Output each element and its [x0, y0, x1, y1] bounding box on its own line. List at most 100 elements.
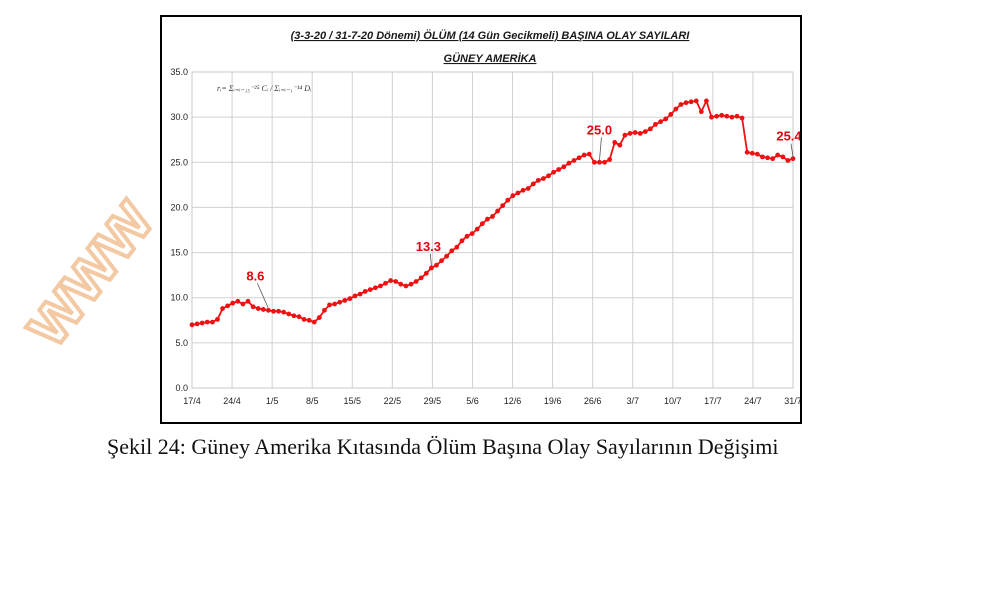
x-tick-label: 5/6: [466, 396, 479, 406]
annotations: 8.6 13.3 25.0 25.4: [246, 122, 800, 309]
y-tick-label: 30.0: [170, 112, 188, 122]
data-point: [434, 262, 439, 268]
data-point: [714, 113, 720, 119]
data-point: [515, 190, 521, 196]
data-point: [398, 281, 404, 287]
data-point: [663, 116, 669, 122]
data-point: [591, 159, 597, 165]
data-point: [739, 115, 745, 121]
chart-title: (3-3-20 / 31-7-20 Dönemi) ÖLÜM (14 Gün G…: [291, 29, 691, 42]
data-point: [632, 130, 638, 135]
x-tick-label: 31/7: [784, 396, 800, 406]
data-point: [449, 248, 455, 254]
y-tick-label: 25.0: [170, 157, 188, 167]
data-point: [418, 275, 424, 281]
x-axis: 17/4 24/4 1/5 8/5 15/5 22/5 29/5 5/6 12/6 19/6 26/…: [183, 396, 800, 406]
data-point: [775, 152, 781, 158]
data-point: [209, 319, 215, 325]
data-point: [337, 299, 343, 305]
data-point: [556, 167, 562, 172]
data-point: [408, 281, 414, 287]
data-point: [459, 238, 465, 244]
data-point: [765, 155, 770, 161]
chart-subtitle: GÜNEY AMERİKA: [444, 52, 537, 65]
grid: [191, 71, 794, 389]
data-point: [790, 156, 796, 162]
data-point: [372, 285, 378, 291]
data-point: [281, 309, 287, 315]
data-point: [704, 98, 709, 104]
data-point: [571, 158, 577, 163]
y-tick-label: 0.0: [175, 383, 188, 393]
data-point: [225, 303, 231, 309]
chart-container: (3-3-20 / 31-7-20 Dönemi) ÖLÜM (14 Gün G…: [160, 15, 802, 424]
y-tick-label: 15.0: [170, 248, 188, 258]
y-tick-label: 20.0: [170, 202, 188, 212]
data-point: [194, 321, 200, 327]
x-tick-label: 22/5: [384, 396, 402, 406]
data-point: [378, 283, 383, 289]
annotation-label: 13.3: [416, 239, 441, 254]
series-group: [189, 98, 796, 328]
data-point: [393, 279, 399, 284]
data-point: [383, 280, 388, 286]
data-point: [439, 258, 444, 264]
data-point: [770, 156, 776, 162]
data-point: [617, 142, 623, 148]
data-point: [362, 288, 368, 294]
data-point: [698, 109, 704, 115]
data-point: [464, 233, 470, 239]
data-point: [602, 159, 607, 165]
y-axis: 0.0 5.0 10.0 15.0 20.0 25.0 30.0 35.0: [170, 67, 188, 393]
data-point: [316, 315, 322, 320]
data-point: [220, 306, 225, 311]
data-point: [749, 150, 755, 156]
data-point: [444, 253, 450, 259]
annotation-label: 25.0: [587, 122, 612, 137]
series-line: [191, 98, 794, 326]
data-point: [581, 152, 587, 158]
data-point: [490, 214, 495, 219]
data-point: [479, 221, 485, 227]
data-point: [576, 155, 582, 161]
data-point: [235, 298, 241, 304]
data-point: [510, 193, 516, 199]
x-tick-label: 3/7: [626, 396, 639, 406]
data-point: [276, 308, 281, 314]
data-point: [658, 119, 663, 125]
data-point: [413, 279, 419, 284]
data-point: [347, 296, 353, 302]
data-point: [520, 187, 526, 193]
data-point: [535, 177, 541, 183]
data-point: [485, 216, 490, 222]
data-point: [388, 278, 394, 283]
data-point: [637, 130, 643, 136]
data-point: [403, 283, 409, 289]
annotation-leader: [599, 137, 602, 161]
x-tick-label: 17/4: [183, 396, 201, 406]
data-point: [734, 113, 740, 119]
data-point: [754, 151, 760, 157]
data-point: [199, 320, 205, 326]
figure-caption: Şekil 24: Güney Amerika Kıtasında Ölüm B…: [107, 434, 779, 459]
data-point: [245, 298, 251, 304]
data-point: [586, 151, 592, 157]
annotation-label: 25.4: [776, 129, 800, 144]
x-tick-label: 17/7: [704, 396, 722, 406]
x-tick-label: 24/7: [744, 396, 762, 406]
data-point: [673, 106, 679, 112]
y-tick-label: 10.0: [170, 293, 188, 303]
data-point: [296, 314, 302, 320]
data-point: [541, 176, 546, 181]
data-point: [719, 112, 725, 118]
data-point: [693, 98, 699, 104]
data-point: [255, 306, 261, 311]
data-point: [780, 154, 786, 160]
formula-annotation: rᵢ= Σᵢ₌ᵢ₋₁₅⁻²⁵ Cᵢ / Σᵢ₌ᵢ₋₁⁻¹⁴ Dᵢ: [217, 84, 311, 93]
x-tick-label: 8/5: [306, 396, 319, 406]
data-point: [352, 293, 358, 299]
data-point: [546, 173, 551, 179]
data-point: [612, 140, 618, 145]
data-point: [642, 129, 648, 134]
data-point: [423, 270, 429, 276]
